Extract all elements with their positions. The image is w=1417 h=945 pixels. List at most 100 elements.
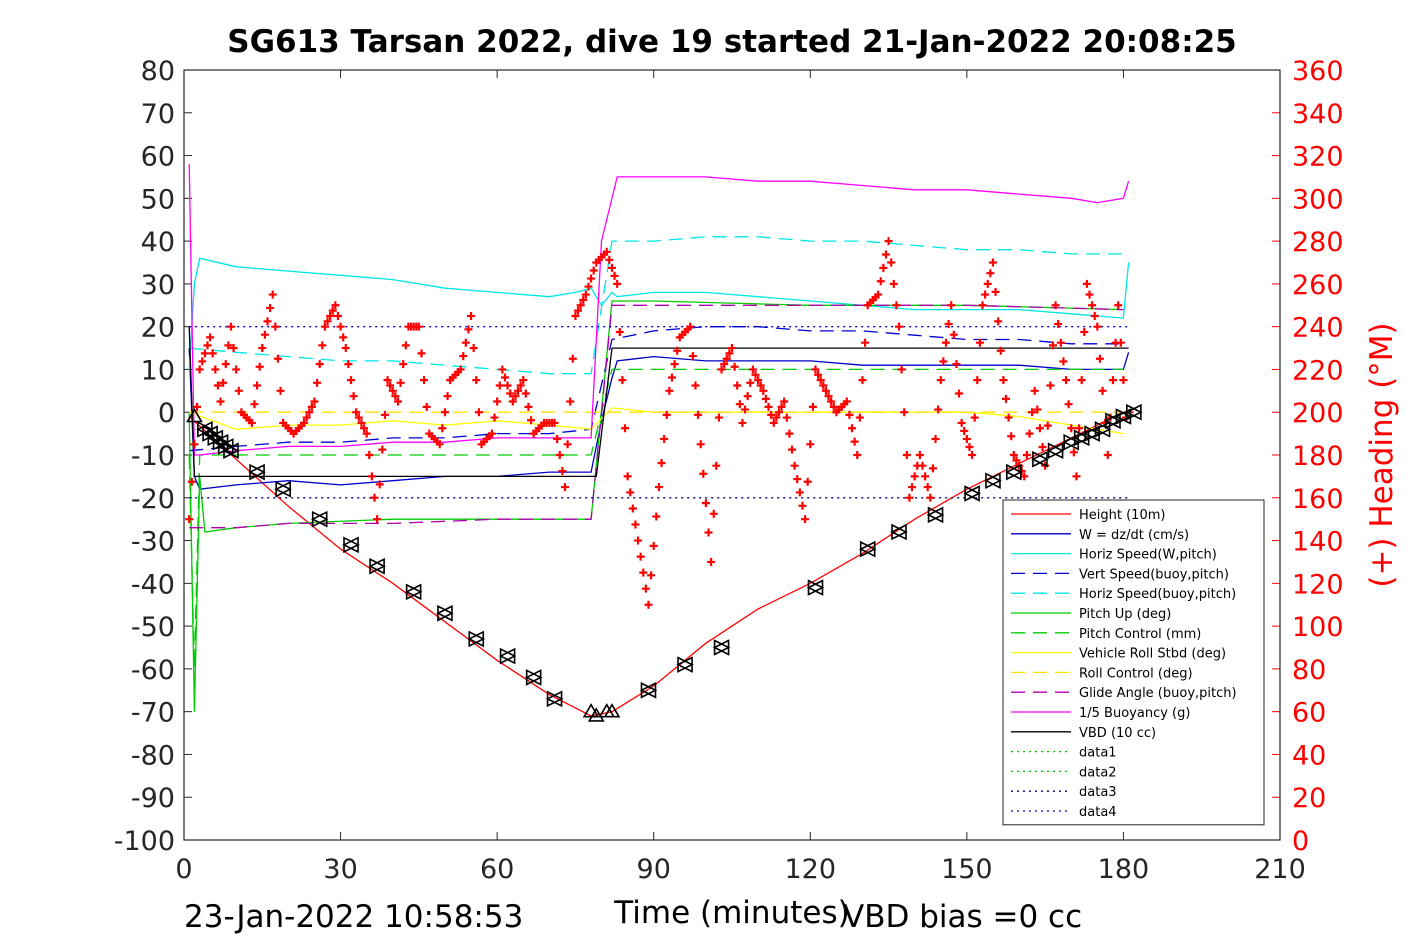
heading-point <box>759 386 768 395</box>
heading-point <box>438 424 447 433</box>
heading-point <box>320 322 329 331</box>
x-tick-label: 150 <box>941 854 993 885</box>
y2-tick-label: 0 <box>1292 826 1309 857</box>
heading-point <box>905 493 914 502</box>
heading-point <box>568 354 577 363</box>
marker-layer <box>186 403 1143 722</box>
heading-point <box>302 413 311 422</box>
x-tick-label: 0 <box>175 854 192 885</box>
heading-point <box>560 483 569 492</box>
legend-label: Pitch Control (mm) <box>1079 627 1201 642</box>
legend-label: Vert Speed(buoy,pitch) <box>1079 567 1229 582</box>
heading-point <box>213 381 222 390</box>
depth-marker-reverse <box>1005 463 1022 481</box>
heading-point <box>226 322 235 331</box>
y-tick-label: 30 <box>141 270 175 301</box>
series-line-1 <box>188 348 1130 490</box>
heading-point <box>944 319 953 328</box>
heading-point <box>467 311 476 320</box>
depth-marker <box>186 407 203 423</box>
heading-point <box>670 360 679 369</box>
y-tick-label: 0 <box>158 398 175 429</box>
heading-point <box>895 322 904 331</box>
depth-marker-reverse <box>404 583 422 601</box>
heading-point <box>764 402 773 411</box>
heading-point <box>952 360 961 369</box>
depth-marker-reverse <box>467 630 485 648</box>
heading-point <box>1043 421 1052 430</box>
heading-point <box>524 402 533 411</box>
heading-point <box>1056 338 1065 347</box>
heading-point <box>939 357 948 366</box>
heading-point <box>383 376 392 385</box>
y-tick-label: 60 <box>141 142 175 173</box>
heading-point <box>714 413 723 422</box>
heading-point <box>889 279 898 288</box>
heading-point <box>657 459 666 468</box>
heading-point <box>336 322 345 331</box>
y2-tick-label: 340 <box>1292 99 1344 130</box>
heading-point <box>271 322 280 331</box>
heading-point <box>456 365 465 374</box>
heading-point <box>516 381 525 390</box>
heading-point <box>769 418 778 427</box>
heading-point <box>691 381 700 390</box>
heading-point <box>879 263 888 272</box>
y2-tick-label: 160 <box>1292 484 1344 515</box>
y-tick-label: -100 <box>114 826 175 857</box>
heading-point <box>660 434 669 443</box>
heading-point <box>399 360 408 369</box>
heading-point <box>999 376 1008 385</box>
heading-point <box>707 557 716 566</box>
heading-point <box>344 360 353 369</box>
heading-point <box>973 376 982 385</box>
heading-point <box>641 584 650 593</box>
depth-marker-reverse <box>498 647 516 665</box>
heading-point <box>725 349 734 358</box>
heading-point <box>1069 448 1078 457</box>
heading-point <box>829 402 838 411</box>
heading-point <box>665 386 674 395</box>
heading-point <box>352 408 361 417</box>
heading-point <box>704 528 713 537</box>
heading-point <box>858 376 867 385</box>
heading-point <box>211 365 220 374</box>
heading-point <box>1038 442 1047 451</box>
depth-marker-reverse <box>984 472 1001 489</box>
heading-point <box>819 381 828 390</box>
y-tick-label: -40 <box>131 569 175 600</box>
heading-point <box>1067 424 1076 433</box>
heading-point <box>845 410 854 419</box>
y2-tick-label: 120 <box>1292 569 1344 600</box>
heading-point <box>1022 451 1031 459</box>
heading-point <box>1095 354 1104 363</box>
heading-point <box>206 333 215 342</box>
heading-point <box>910 472 919 481</box>
heading-point <box>850 437 859 446</box>
heading-point <box>811 365 820 374</box>
heading-point <box>487 429 496 438</box>
heading-point <box>1072 472 1081 481</box>
heading-point <box>266 303 275 312</box>
heading-point <box>788 445 797 454</box>
heading-point <box>673 346 682 355</box>
series-line-11 <box>188 326 1129 478</box>
depth-marker-reverse <box>712 639 730 656</box>
heading-point <box>391 392 400 401</box>
heading-point <box>754 376 763 385</box>
legend-label: Roll Control (deg) <box>1079 666 1193 681</box>
heading-point <box>994 317 1003 326</box>
heading-point <box>767 410 776 419</box>
legend-label: Vehicle Roll Stbd (deg) <box>1079 647 1226 662</box>
heading-point <box>654 483 663 492</box>
heading-point <box>941 338 950 347</box>
series-line-5 <box>188 300 1124 712</box>
heading-point <box>1075 424 1084 433</box>
heading-point <box>647 571 656 580</box>
right-axis-ticks: 3603403203002802602402202001801601401201… <box>1272 56 1344 857</box>
y-tick-label: 80 <box>141 56 175 87</box>
chart-title: SG613 Tarsan 2022, dive 19 started 21-Ja… <box>227 24 1236 60</box>
y2-tick-label: 60 <box>1292 698 1326 729</box>
legend: Height (10m) W = dz/dt (cm/s) Horiz Speed(… <box>1002 499 1265 826</box>
